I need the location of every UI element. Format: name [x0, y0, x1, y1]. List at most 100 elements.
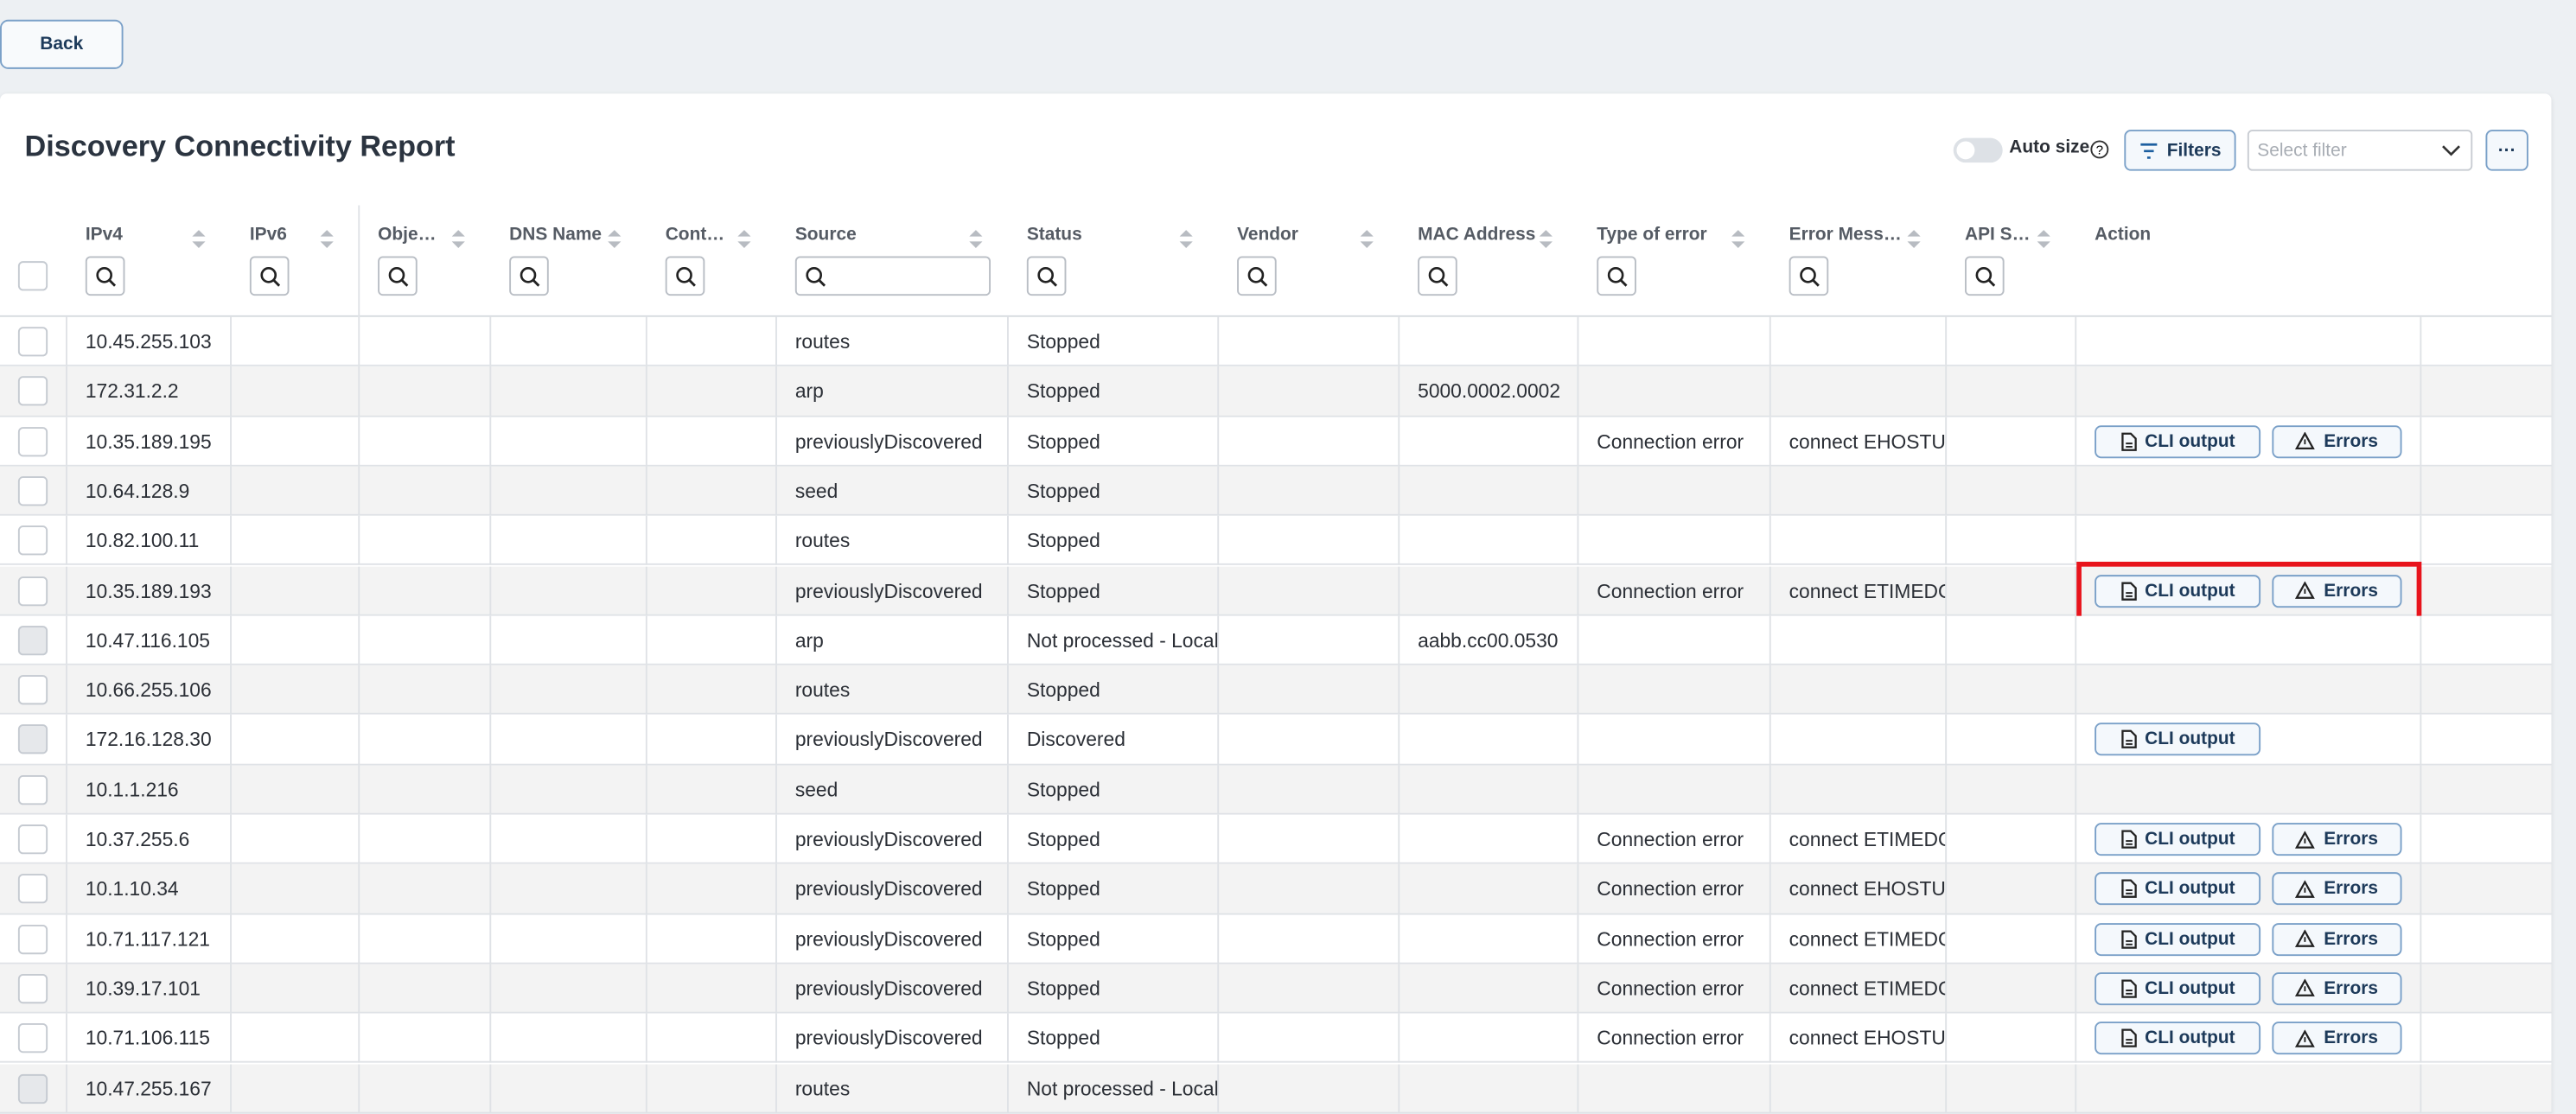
ipv4-cell: 10.35.189.195	[85, 430, 212, 453]
status-cell: Stopped	[1026, 927, 1100, 951]
column-search[interactable]	[249, 256, 290, 296]
column-search[interactable]	[1964, 256, 2005, 296]
action-button[interactable]: Errors	[2272, 424, 2402, 458]
error-message-cell: connect EHOSTUN	[1789, 877, 1946, 901]
column-header: Error Mess…	[1789, 225, 1902, 245]
action-button[interactable]: Errors	[2272, 1022, 2402, 1055]
source-cell: routes	[794, 1076, 851, 1100]
cell-divider	[2420, 864, 2422, 914]
row-checkbox[interactable]	[17, 675, 48, 705]
row-checkbox[interactable]	[17, 525, 48, 556]
row-checkbox[interactable]	[17, 576, 48, 606]
action-button[interactable]: CLI output	[2095, 574, 2261, 608]
more-button[interactable]: ···	[2485, 130, 2528, 171]
row-checkbox[interactable]	[17, 973, 48, 1003]
cell-divider	[1007, 516, 1009, 566]
filters-button[interactable]: Filters	[2124, 130, 2236, 171]
error-message-cell: connect ETIMEDO	[1789, 578, 1946, 602]
cell-divider	[1577, 416, 1579, 467]
row-checkbox[interactable]	[17, 824, 48, 855]
column-header: DNS Name	[509, 225, 603, 245]
cell-divider	[358, 864, 360, 914]
cell-divider	[1769, 665, 1771, 716]
cell-divider	[1007, 913, 1009, 964]
highlight-box	[2076, 561, 2422, 622]
cell-divider	[230, 615, 232, 665]
column-search[interactable]	[85, 256, 125, 296]
action-button[interactable]: CLI output	[2095, 723, 2261, 756]
column-search[interactable]	[1237, 256, 1277, 296]
cell-divider	[1398, 765, 1400, 815]
type-of-error-cell: Connection error	[1597, 927, 1744, 951]
table-row: 10.66.255.106 routes Stopped	[0, 665, 2552, 716]
row-checkbox[interactable]	[17, 774, 48, 805]
cell-divider	[1217, 1013, 1220, 1064]
action-button[interactable]: CLI output	[2095, 922, 2261, 956]
row-checkbox[interactable]	[17, 376, 48, 406]
column-search[interactable]	[794, 256, 992, 296]
column-search[interactable]	[1789, 256, 1829, 296]
action-button[interactable]: CLI output	[2095, 1022, 2261, 1055]
cell-divider	[489, 964, 492, 1014]
cell-divider	[1398, 964, 1400, 1014]
select-filter[interactable]: Select filter	[2247, 130, 2473, 171]
column-search[interactable]	[378, 256, 418, 296]
status-cell: Stopped	[1026, 977, 1100, 1001]
cell-divider	[775, 913, 777, 964]
back-button[interactable]: Back	[0, 19, 124, 69]
cell-divider	[1398, 814, 1400, 865]
ipv4-cell: 10.71.117.121	[85, 927, 210, 951]
cell-divider	[1217, 715, 1220, 766]
help-icon[interactable]: ?	[2089, 140, 2109, 160]
action-button[interactable]: Errors	[2272, 872, 2402, 906]
row-checkbox[interactable]	[17, 426, 48, 456]
action-button[interactable]: Errors	[2272, 971, 2402, 1005]
column-search[interactable]	[1418, 256, 1457, 296]
cell-divider	[775, 615, 777, 665]
action-button[interactable]: Errors	[2272, 922, 2402, 956]
action-button[interactable]: Errors	[2272, 823, 2402, 856]
column-search[interactable]	[1026, 256, 1067, 296]
row-checkbox[interactable]	[17, 874, 48, 904]
auto-size-toggle[interactable]	[1953, 137, 2003, 163]
cell-divider	[66, 1013, 67, 1064]
cell-divider	[230, 1013, 232, 1064]
ipv4-cell: 10.47.255.167	[85, 1076, 212, 1100]
row-checkbox[interactable]	[17, 327, 48, 357]
select-all-checkbox[interactable]	[17, 261, 48, 291]
status-cell: Not processed - Local	[1026, 1076, 1218, 1100]
column-header: IPv4	[85, 225, 123, 245]
cell-divider	[1945, 366, 1948, 417]
status-cell: Stopped	[1026, 479, 1100, 503]
row-checkbox[interactable]	[17, 1023, 48, 1054]
cell-divider	[230, 665, 232, 716]
cell-divider	[2420, 466, 2422, 517]
cell-divider	[775, 715, 777, 766]
action-button[interactable]: CLI output	[2095, 971, 2261, 1005]
error-message-cell: connect ETIMEDO	[1789, 927, 1946, 951]
table-row: 10.71.106.115 previouslyDiscovered Stopped…	[0, 1013, 2552, 1064]
row-checkbox[interactable]	[17, 475, 48, 506]
action-label: CLI output	[2145, 829, 2235, 850]
cell-divider	[775, 466, 777, 517]
error-message-cell: connect ETIMEDO	[1789, 827, 1946, 851]
cell-divider	[775, 516, 777, 566]
cell-divider	[230, 715, 232, 766]
cell-divider	[1769, 715, 1771, 766]
cell-divider	[2420, 1013, 2422, 1064]
action-button[interactable]: CLI output	[2095, 424, 2261, 458]
action-label: CLI output	[2145, 1028, 2235, 1048]
column-search[interactable]	[509, 256, 549, 296]
cell-divider	[2075, 416, 2077, 467]
action-label: Errors	[2324, 978, 2379, 999]
cell-divider	[1217, 466, 1220, 517]
cell-divider	[358, 1013, 360, 1064]
row-checkbox[interactable]	[17, 924, 48, 954]
action-button[interactable]: Errors	[2272, 574, 2402, 608]
cell-divider	[1945, 765, 1948, 815]
column-search[interactable]	[1597, 256, 1636, 296]
action-button[interactable]: CLI output	[2095, 872, 2261, 906]
column-search[interactable]	[665, 256, 705, 296]
action-button[interactable]: CLI output	[2095, 823, 2261, 856]
